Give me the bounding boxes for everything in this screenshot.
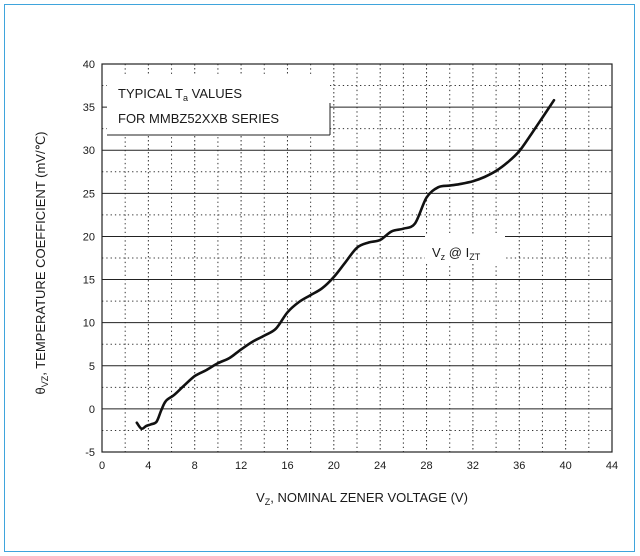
- minor-grid: [102, 64, 612, 452]
- y-tick-label: 35: [83, 102, 95, 114]
- x-tick-label: 20: [328, 460, 340, 472]
- curve-label-mask: [425, 236, 505, 264]
- y-axis-title: θVZ, TEMPERATURE COEFFICIENT (mV/℃): [33, 131, 50, 394]
- y-tick-label: 15: [83, 275, 95, 287]
- x-tick-label: 0: [99, 460, 105, 472]
- temperature-coefficient-chart: 0 4 8 12 16 20 24 28 32 36 40 44 -5 0 5 10 15 20 25 30 35 40…: [33, 59, 618, 507]
- annotation-box-mask: [107, 75, 330, 135]
- x-tick-label: 12: [235, 460, 247, 472]
- y-tick-labels: -5 0 5 10 15 20 25 30 35 40: [83, 59, 95, 459]
- annotation-line-2: FOR MMBZ52XXB SERIES: [118, 111, 279, 126]
- x-tick-label: 24: [374, 460, 386, 472]
- x-tick-label: 8: [192, 460, 198, 472]
- x-tick-label: 28: [420, 460, 432, 472]
- x-tick-label: 36: [513, 460, 525, 472]
- x-tick-label: 40: [560, 460, 572, 472]
- x-axis-title: VZ, NOMINAL ZENER VOLTAGE (V): [256, 490, 468, 507]
- y-tick-label: 40: [83, 59, 95, 71]
- figure-frame: 0 4 8 12 16 20 24 28 32 36 40 44 -5 0 5 10 15 20 25 30 35 40…: [4, 4, 635, 552]
- y-tick-label: 25: [83, 188, 95, 200]
- y-tick-label: 10: [83, 318, 95, 330]
- y-tick-label: 0: [89, 404, 95, 416]
- y-tick-label: 30: [83, 145, 95, 157]
- x-tick-label: 4: [145, 460, 151, 472]
- y-tick-label: -5: [85, 447, 95, 459]
- plot-area-border: [101, 63, 613, 453]
- annotation-line-1: TYPICAL Ta VALUES: [118, 86, 242, 103]
- y-tick-label: 20: [83, 231, 95, 243]
- series-line: [135, 98, 556, 431]
- curve-label: Vz @ IZT: [432, 245, 481, 262]
- x-tick-label: 32: [467, 460, 479, 472]
- x-tick-label: 44: [606, 460, 618, 472]
- x-tick-labels: 0 4 8 12 16 20 24 28 32 36 40 44: [99, 460, 618, 472]
- y-tick-label: 5: [89, 361, 95, 373]
- x-tick-label: 16: [281, 460, 293, 472]
